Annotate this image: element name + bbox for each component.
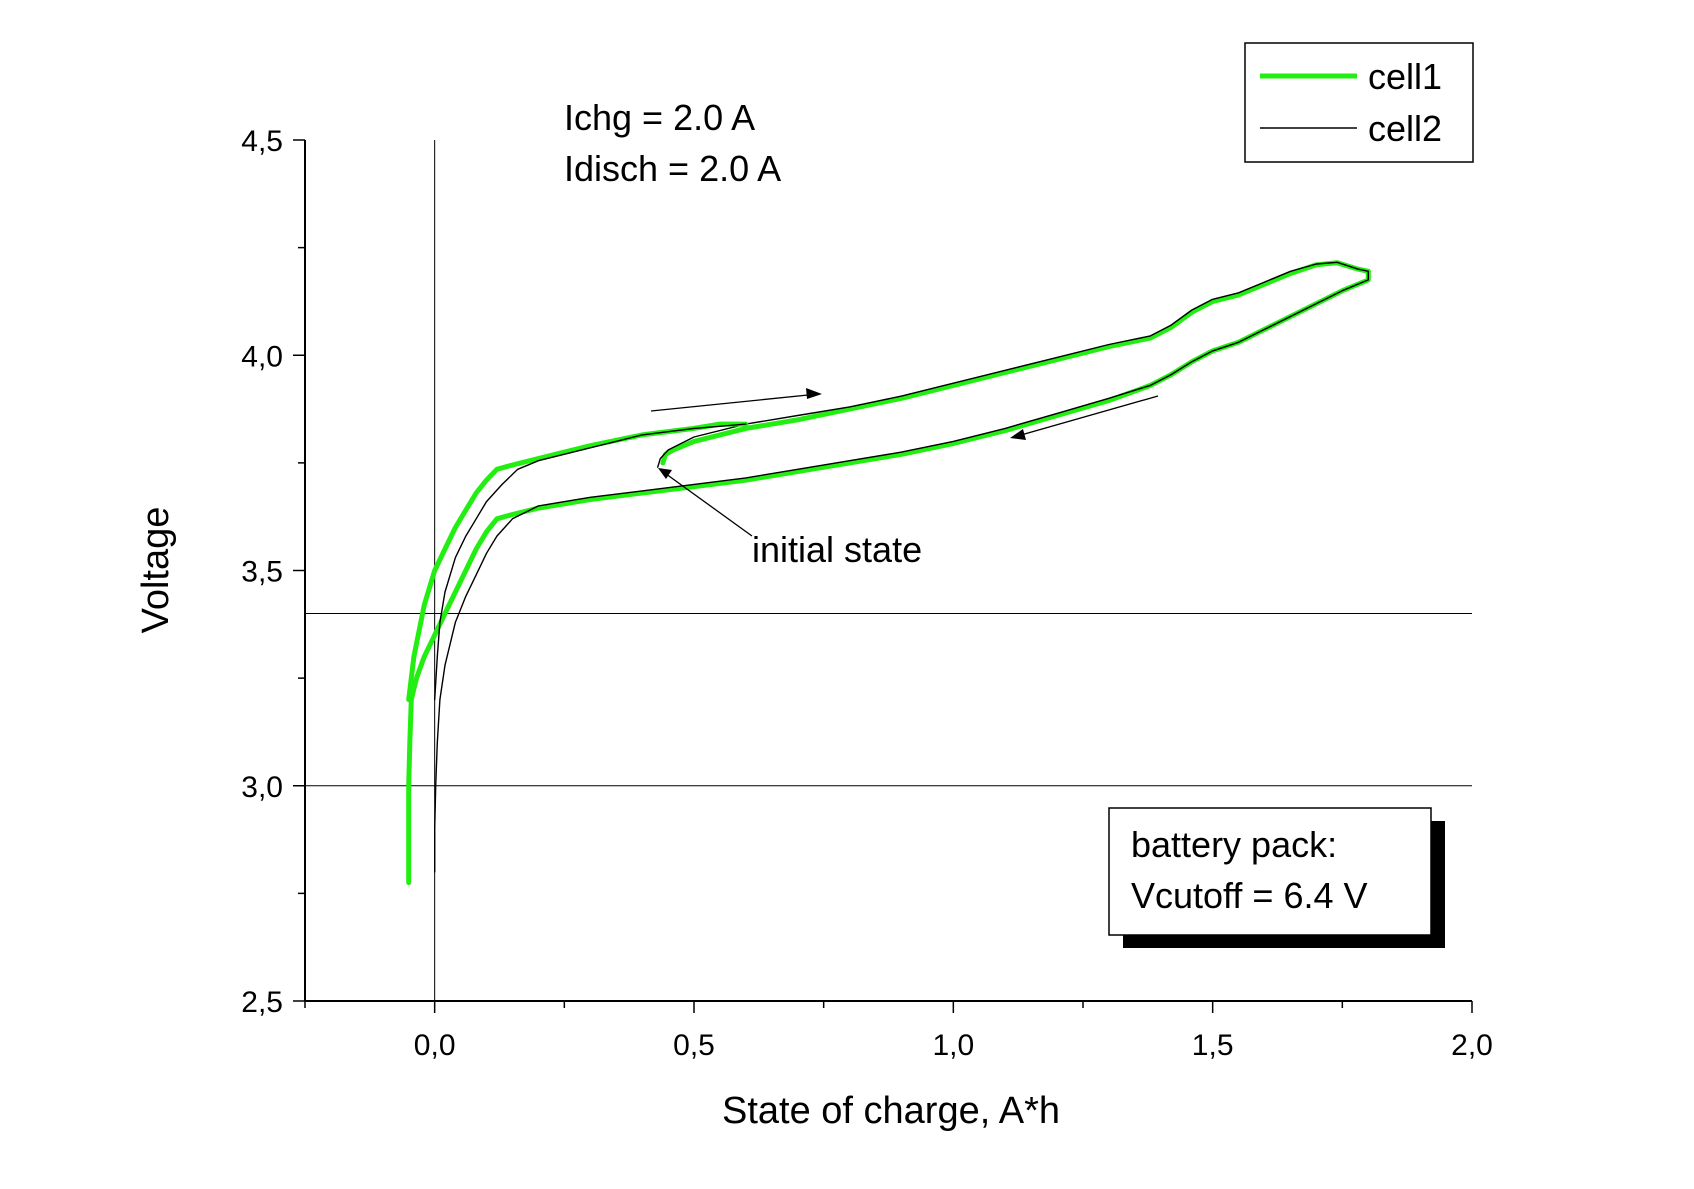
y-tick-label: 4,0 — [241, 340, 283, 373]
y-tick-label: 4,5 — [241, 125, 283, 158]
discharge-direction-arrow — [1013, 395, 1159, 438]
series-group — [406, 260, 1371, 886]
battery-pack-line1: battery pack: — [1131, 824, 1337, 865]
series-line-3 — [434, 423, 747, 701]
initial-state-label: initial state — [752, 529, 922, 570]
series-line-1 — [434, 261, 1370, 873]
legend-box — [1244, 42, 1474, 163]
y-tick-label: 3,0 — [241, 771, 283, 804]
legend-label-cell1: cell1 — [1368, 56, 1442, 97]
y-tick-label: 2,5 — [241, 986, 283, 1019]
battery-pack-box: battery pack: Vcutoff = 6.4 V — [1108, 807, 1445, 948]
series-line-2 — [406, 421, 749, 703]
legend-label-cell2: cell2 — [1368, 108, 1442, 149]
direction-arrows — [650, 388, 1159, 440]
charge-direction-arrow — [650, 393, 819, 412]
charge-arrowhead — [806, 388, 822, 399]
x-tick-label: 2,0 — [1451, 1029, 1493, 1062]
x-axis-label: State of charge, A*h — [722, 1090, 1060, 1132]
initial-state-pointer — [661, 470, 753, 537]
series-line-0 — [406, 260, 1371, 886]
initial-state-arrowhead — [658, 468, 672, 479]
y-tick-label: 3,5 — [241, 556, 283, 589]
x-tick-label: 1,5 — [1192, 1029, 1234, 1062]
initial-state-annotation: initial state — [658, 468, 922, 570]
discharge-current-annotation: Idisch = 2.0 A — [564, 148, 781, 189]
charge-current-annotation: Ichg = 2.0 A — [564, 97, 755, 138]
y-axis-label: Voltage — [135, 507, 177, 634]
x-tick-label: 0,5 — [673, 1029, 715, 1062]
x-tick-label: 1,0 — [932, 1029, 974, 1062]
battery-pack-box-frame — [1108, 807, 1432, 936]
legend: cell1 cell2 — [1244, 42, 1474, 163]
battery-pack-line2: Vcutoff = 6.4 V — [1131, 875, 1368, 916]
axis-ticks: 0,0 0,5 1,0 1,5 2,0 2,5 3,0 3,5 4,0 4,5 — [241, 125, 1493, 1062]
x-tick-label: 0,0 — [414, 1029, 456, 1062]
discharge-arrowhead — [1010, 429, 1026, 440]
